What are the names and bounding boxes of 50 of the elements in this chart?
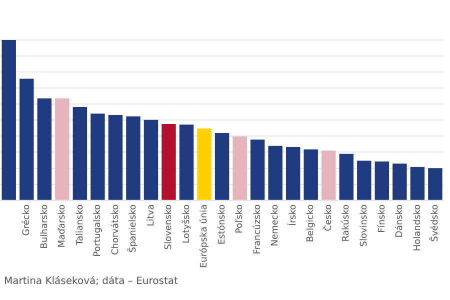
x-tick-label: Estónsko [216, 204, 228, 245]
x-tick-label: Írsko [286, 204, 298, 226]
bar [357, 160, 372, 200]
bar [232, 136, 247, 200]
bar [55, 98, 70, 200]
x-tick-label: Holandsko [412, 204, 423, 252]
x-tick-label: Dánsko [394, 204, 406, 238]
x-tick-label: Česko [322, 204, 334, 232]
bar [392, 164, 407, 200]
bar [304, 149, 318, 200]
bar [37, 98, 52, 200]
bar [250, 140, 265, 200]
bar [322, 150, 336, 200]
x-tick-label: Litva [146, 204, 156, 226]
x-tick-label: Bulharsko [40, 204, 50, 249]
bar [268, 146, 282, 200]
x-tick-label: Maďarsko [58, 204, 68, 248]
bar [72, 107, 88, 200]
bar [339, 154, 354, 200]
bar [428, 168, 442, 200]
bar [108, 115, 123, 200]
bar [126, 116, 140, 200]
x-tick-label: Fínsko [376, 204, 388, 233]
x-tick-label: Švédsko [428, 204, 441, 242]
bar [197, 128, 212, 200]
bar [2, 40, 16, 200]
bar [374, 162, 390, 200]
bar [179, 124, 194, 200]
x-tick-label: Slovinsko [359, 204, 370, 247]
bar [214, 133, 230, 200]
x-tick-label: Chorvátsko [110, 204, 121, 255]
x-tick-label: Grécko [20, 204, 32, 236]
x-tick-label: Slovensko [164, 204, 174, 250]
bar [286, 146, 300, 200]
x-tick-label: Francúzsko [252, 204, 263, 254]
bar [410, 166, 425, 200]
x-tick-label: Belgicko [306, 204, 316, 242]
x-tick-label: Španielsko [126, 204, 139, 253]
x-tick-label: Lotyšsko [180, 204, 192, 244]
x-tick-label: Rakúsko [340, 204, 352, 242]
bar [20, 78, 34, 200]
x-tick-label: Nemecko [270, 204, 281, 246]
x-tick-label: Portugalsko [93, 204, 104, 257]
bar [90, 114, 105, 200]
x-tick-label: Poľsko [235, 204, 246, 234]
bar [144, 120, 158, 200]
text: Martina Kláseková; dáta – Eurostat [4, 276, 178, 287]
bar [162, 124, 176, 200]
x-tick-label: Európska únia [198, 204, 210, 268]
x-tick-label: Taliansko [75, 204, 86, 246]
